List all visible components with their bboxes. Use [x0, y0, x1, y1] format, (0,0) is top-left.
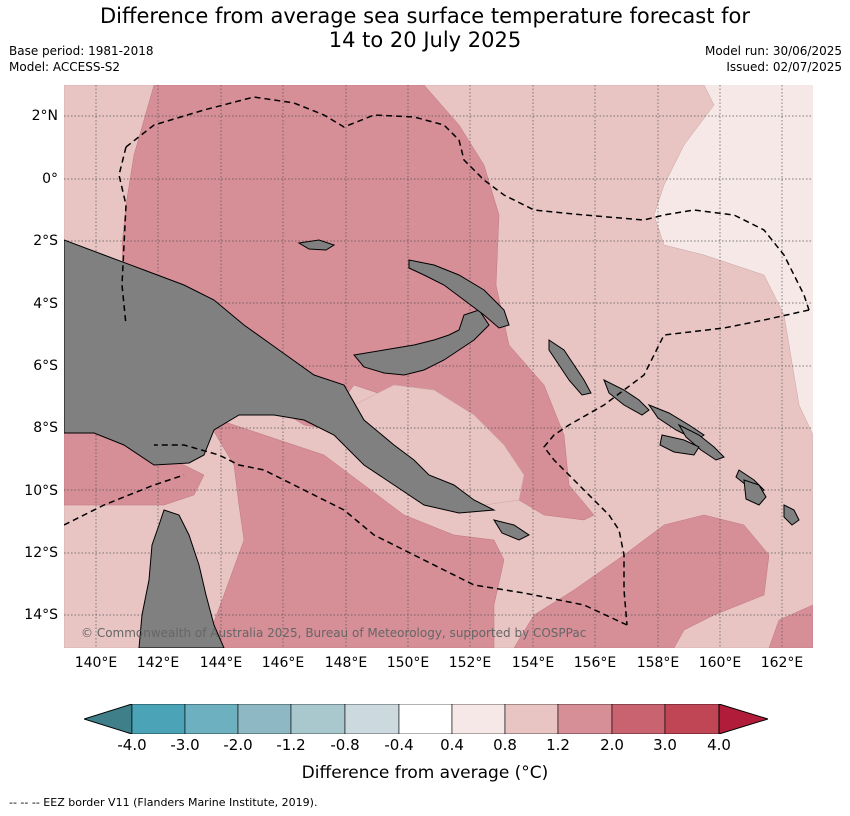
- cb-tick-6: 0.4: [440, 736, 464, 754]
- lon-label-148e: 148°E: [324, 655, 368, 671]
- louisiade-islands: [492, 519, 530, 541]
- anomaly-band-strong-south: [203, 414, 505, 648]
- cb-tick-4: -0.8: [330, 736, 360, 754]
- new-britain: [353, 309, 490, 376]
- title-line-1: Difference from average sea surface temp…: [100, 4, 750, 28]
- map-panel: [64, 85, 813, 648]
- meta-left: Base period: 1981-2018 Model: ACCESS-S2: [9, 43, 154, 75]
- guadalcanal: [659, 434, 700, 456]
- copyright-text: © Commonwealth of Australia 2025, Bureau…: [81, 626, 587, 640]
- map-svg: [64, 85, 813, 648]
- lat-label-2n: 2°N: [31, 108, 58, 124]
- colorbar-bin-11: [664, 703, 720, 735]
- lon-label-140e: 140°E: [74, 655, 118, 671]
- colorbar-high-extend: [718, 703, 770, 735]
- lat-label-4s: 4°S: [33, 296, 58, 312]
- cb-tick-2: -2.0: [223, 736, 253, 754]
- colorbar-bin-6: [398, 703, 453, 735]
- colorbar: [82, 703, 770, 738]
- new-ireland: [408, 259, 510, 329]
- lat-label-2s: 2°S: [33, 233, 58, 249]
- lon-label-142e: 142°E: [136, 655, 180, 671]
- cape-york: [138, 509, 225, 648]
- base-period: Base period: 1981-2018: [9, 44, 154, 58]
- lon-label-146e: 146°E: [261, 655, 305, 671]
- cb-tick-1: -3.0: [170, 736, 200, 754]
- colorbar-low-extend: [82, 703, 133, 735]
- colorbar-bin-1: [131, 703, 186, 735]
- model-name: Model: ACCESS-S2: [9, 60, 121, 74]
- colorbar-bin-8: [504, 703, 559, 735]
- lon-label-154e: 154°E: [511, 655, 555, 671]
- title-line-2: 14 to 20 July 2025: [328, 28, 522, 52]
- anomaly-band-strong-corner: [768, 604, 813, 648]
- colorbar-svg: [82, 703, 770, 735]
- lon-label-152e: 152°E: [448, 655, 492, 671]
- lat-label-12s: 12°S: [24, 545, 58, 561]
- lon-label-158e: 158°E: [636, 655, 680, 671]
- colorbar-label: Difference from average (°C): [301, 763, 549, 783]
- admiralty-islands: [297, 239, 336, 251]
- meta-right: Model run: 30/06/2025 Issued: 02/07/2025: [705, 43, 842, 75]
- lon-label-144e: 144°E: [199, 655, 243, 671]
- new-guinea: [64, 239, 496, 514]
- cb-tick-8: 1.2: [546, 736, 570, 754]
- colorbar-bin-10: [611, 703, 666, 735]
- model-run: Model run: 30/06/2025: [704, 44, 842, 58]
- cb-tick-0: -4.0: [117, 736, 147, 754]
- eez-footnote: -- -- -- EEZ border V11 (Flanders Marine…: [9, 796, 318, 809]
- cb-tick-10: 3.0: [653, 736, 677, 754]
- lat-label-0: 0°: [42, 171, 58, 187]
- vanuatu-islands: [783, 504, 800, 526]
- lat-label-6s: 6°S: [33, 358, 58, 374]
- bougainville: [548, 339, 592, 396]
- colorbar-bin-3: [237, 703, 292, 735]
- eez-border: [64, 96, 810, 626]
- lat-label-14s: 14°S: [24, 607, 58, 623]
- cb-tick-11: 4.0: [707, 736, 731, 754]
- malaita: [677, 423, 725, 461]
- choiseul: [603, 378, 650, 416]
- colorbar-bin-2: [184, 703, 239, 735]
- lat-label-8s: 8°S: [33, 420, 58, 436]
- lon-label-162e: 162°E: [760, 655, 804, 671]
- colorbar-bin-9: [557, 703, 613, 735]
- espiritu-santo: [743, 479, 767, 506]
- cb-tick-5: -0.4: [384, 736, 414, 754]
- lon-label-150e: 150°E: [386, 655, 430, 671]
- issued-date: Issued: 02/07/2025: [726, 60, 842, 74]
- lon-label-156e: 156°E: [573, 655, 617, 671]
- lat-label-10s: 10°S: [24, 483, 58, 499]
- cb-tick-7: 0.8: [493, 736, 517, 754]
- cb-tick-9: 2.0: [600, 736, 624, 754]
- lon-label-160e: 160°E: [698, 655, 742, 671]
- colorbar-bin-7: [451, 703, 506, 735]
- land: [64, 239, 800, 648]
- colorbar-bin-4: [290, 703, 346, 735]
- cb-tick-3: -1.2: [276, 736, 306, 754]
- chart-title: Difference from average sea surface temp…: [0, 4, 850, 52]
- colorbar-bin-5: [344, 703, 400, 735]
